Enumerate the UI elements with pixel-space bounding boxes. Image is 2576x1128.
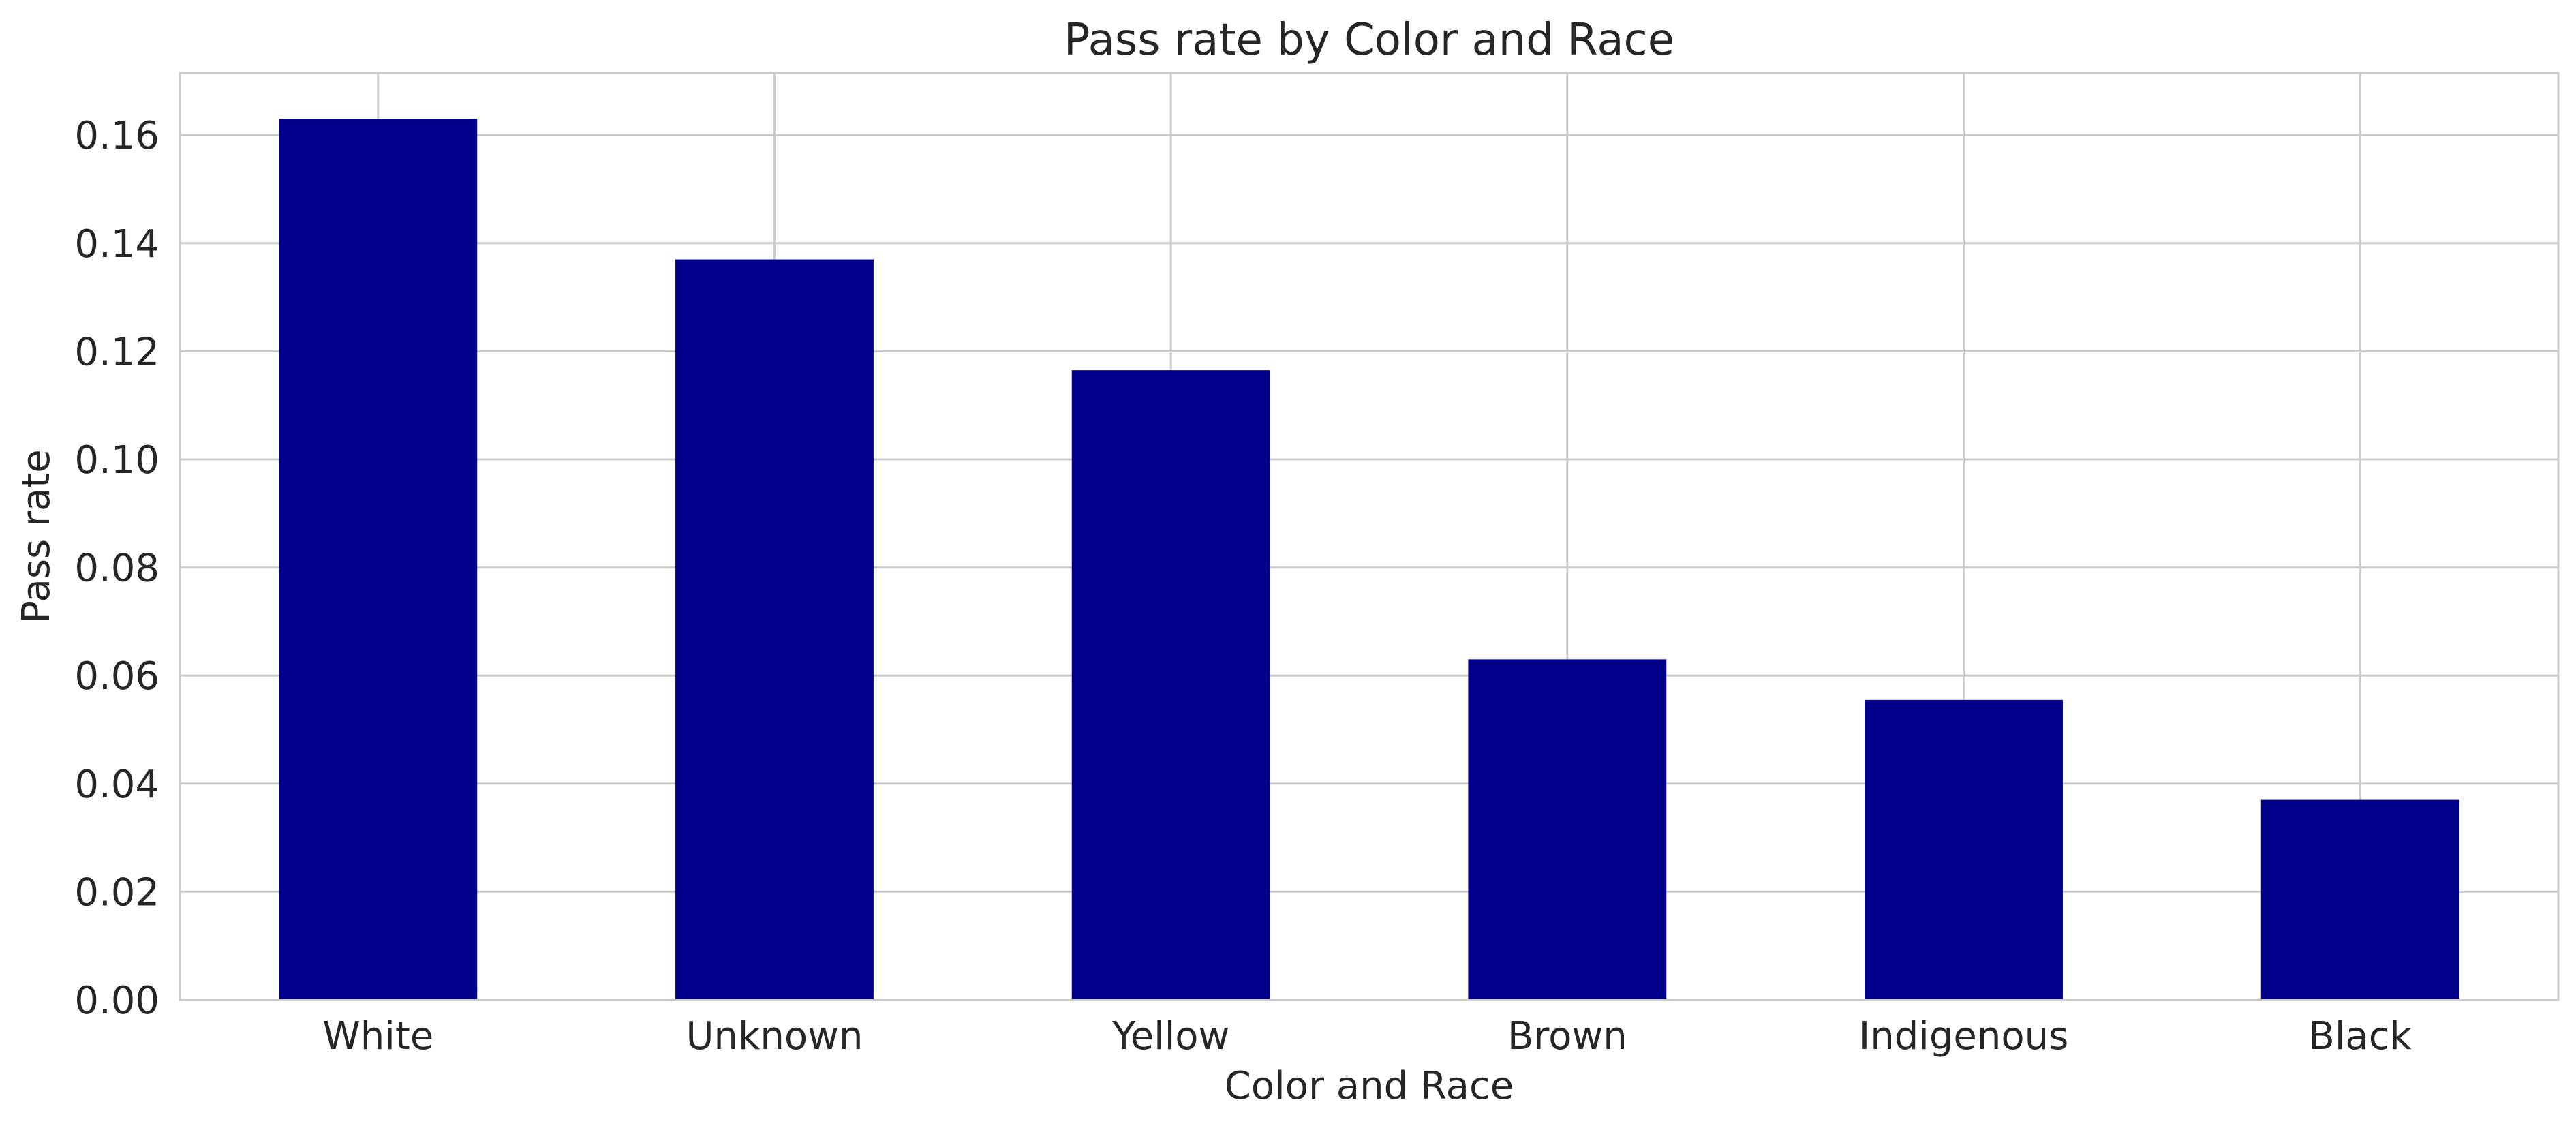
x-tick-label: Unknown [686, 1014, 863, 1058]
chart-title: Pass rate by Color and Race [1064, 15, 1674, 65]
y-tick-label: 0.00 [74, 979, 159, 1023]
x-tick-label: Indigenous [1859, 1014, 2069, 1058]
y-tick-label: 0.02 [74, 870, 159, 915]
y-tick-label: 0.12 [74, 330, 159, 374]
bar-brown [1468, 659, 1667, 1000]
bar-white [279, 119, 478, 1000]
bar-layer [279, 119, 2459, 1001]
x-tick-label: Yellow [1111, 1014, 1229, 1058]
x-tick-label: Black [2308, 1014, 2412, 1058]
y-axis-label: Pass rate [14, 449, 59, 623]
grid-layer [180, 73, 2558, 1001]
bar-unknown [675, 259, 874, 1001]
x-tick-labels: White Unknown Yellow Brown Indigenous Black [322, 1014, 2412, 1058]
y-tick-label: 0.16 [74, 114, 159, 158]
bar-yellow [1071, 370, 1270, 1000]
y-tick-labels: 0.00 0.02 0.04 0.06 0.08 0.10 0.12 0.14 0.16 [74, 114, 159, 1023]
y-tick-label: 0.14 [74, 222, 159, 266]
y-tick-label: 0.06 [74, 654, 159, 699]
x-tick-label: White [322, 1014, 433, 1058]
x-tick-label: Brown [1507, 1014, 1627, 1058]
bar-indigenous [1865, 699, 2063, 1000]
x-axis-label: Color and Race [1225, 1064, 1514, 1108]
plot-frame [179, 72, 2560, 1001]
bar-black [2260, 799, 2459, 1000]
y-tick-label: 0.08 [74, 547, 159, 591]
y-tick-label: 0.04 [74, 763, 159, 807]
y-tick-label: 0.10 [74, 438, 159, 483]
